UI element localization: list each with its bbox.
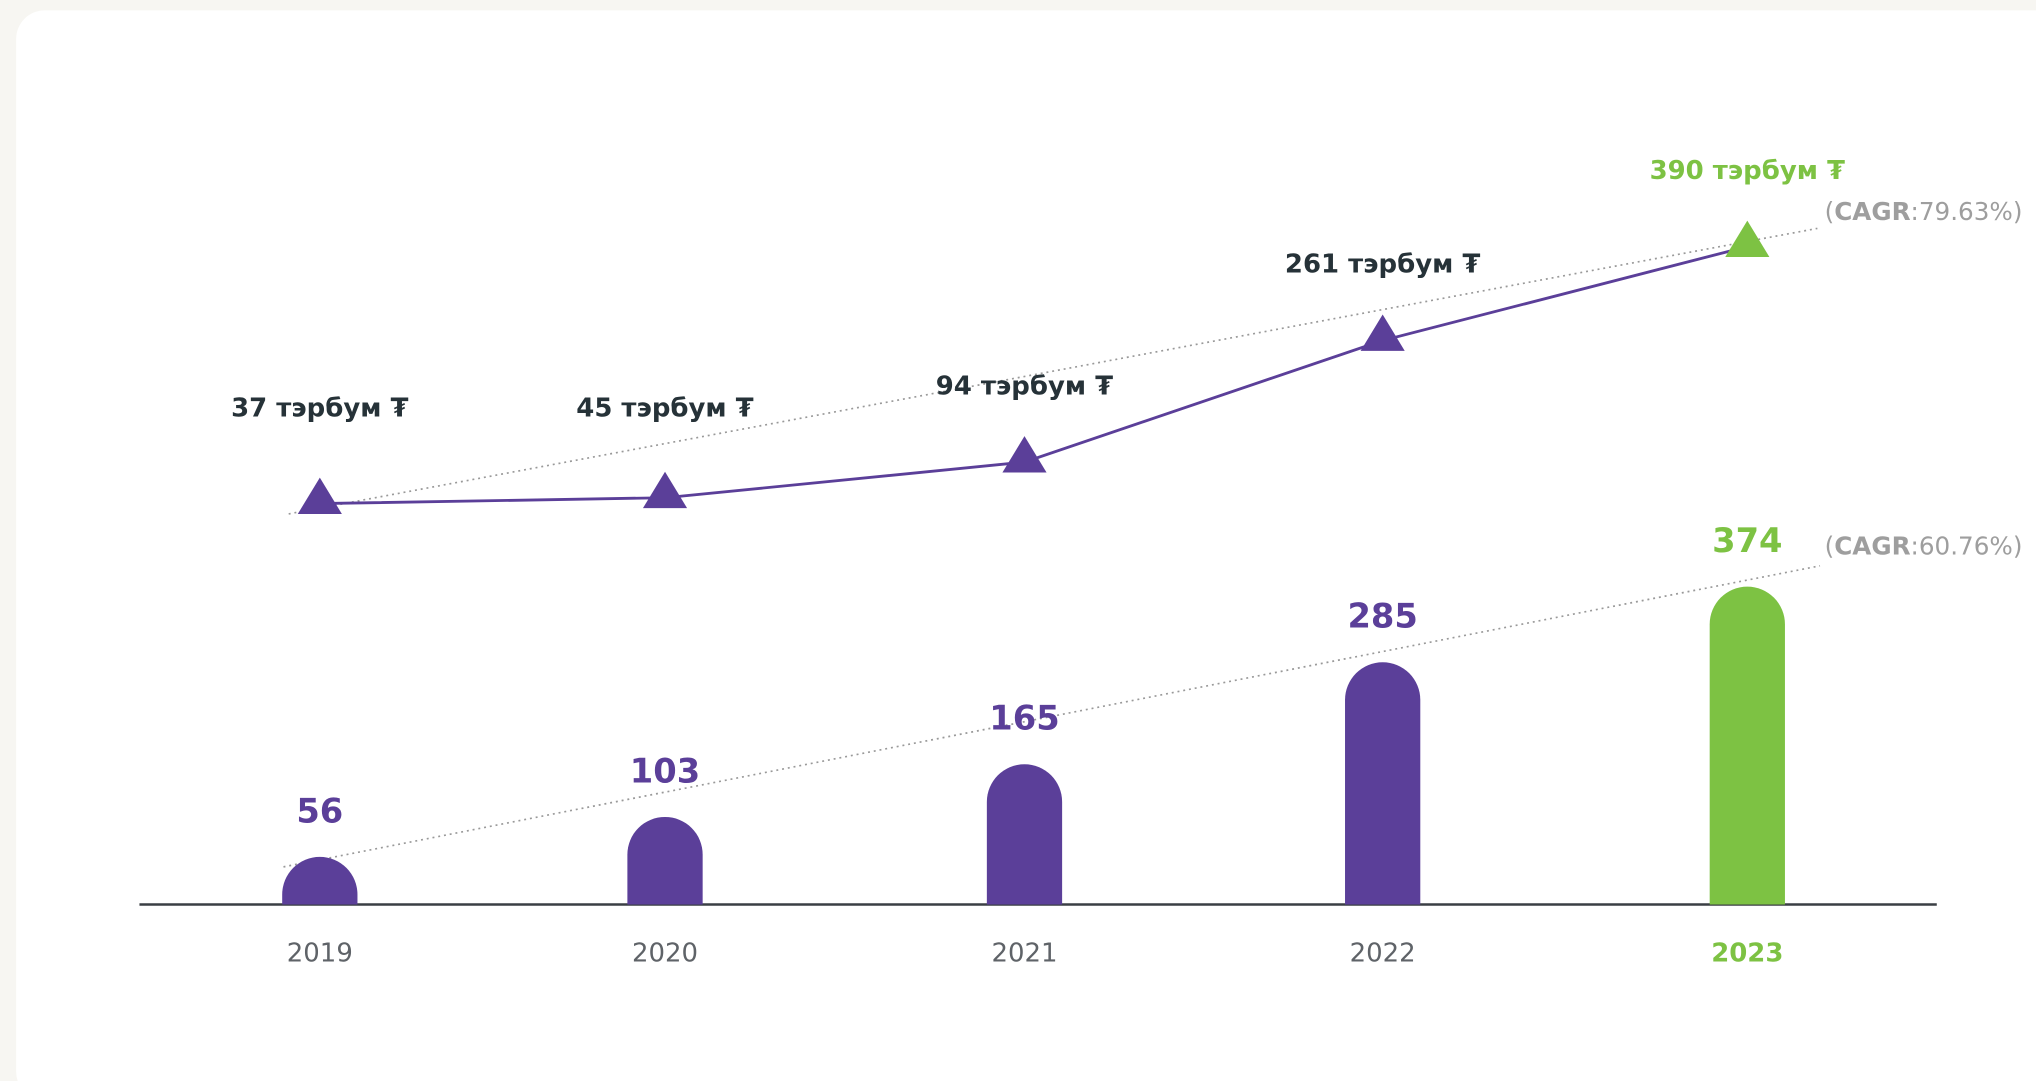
bar <box>1345 662 1421 905</box>
x-tick-label: 2022 <box>1350 938 1416 968</box>
x-tick-label: 2023 <box>1711 938 1783 968</box>
line-marker <box>1002 436 1047 473</box>
line-value-label: 45 тэрбум ₮ <box>576 393 753 423</box>
cagr-value: :60.76%) <box>1911 532 2023 561</box>
line-value-label: 261 тэрбум ₮ <box>1285 250 1480 280</box>
cagr-label: CAGR <box>1834 197 1910 226</box>
bar-value-label: 374 <box>1712 521 1782 560</box>
bar <box>627 816 703 905</box>
bar-value-label: 56 <box>296 791 343 830</box>
x-tick-label: 2020 <box>632 938 698 968</box>
line-marker <box>1360 314 1405 351</box>
line-value-label: 94 тэрбум ₮ <box>936 371 1113 401</box>
bar <box>1709 586 1785 905</box>
cagr-value: :79.63%) <box>1911 197 2023 226</box>
bar <box>282 856 358 905</box>
x-tick-label: 2019 <box>287 938 353 968</box>
line-marker <box>1725 220 1770 257</box>
bar-cagr: (CAGR:60.76%) <box>1825 532 2023 561</box>
bar-value-label: 285 <box>1347 597 1417 636</box>
bar-value-label: 165 <box>989 699 1059 738</box>
line-value-label: 390 тэрбум ₮ <box>1650 156 1845 186</box>
bar-value-label: 103 <box>630 751 700 790</box>
paren: ( <box>1825 532 1835 561</box>
line-marker <box>297 477 342 514</box>
bar-trend <box>283 564 1821 868</box>
line-value-label: 37 тэрбум ₮ <box>231 393 408 423</box>
line-cagr: (CAGR:79.63%) <box>1825 197 2023 226</box>
cagr-label: CAGR <box>1834 532 1910 561</box>
line-trend <box>288 227 1818 515</box>
line-marker <box>642 471 688 509</box>
bar <box>986 764 1063 905</box>
card <box>16 10 2036 1081</box>
paren: ( <box>1825 197 1835 226</box>
x-tick-label: 2021 <box>991 938 1057 968</box>
